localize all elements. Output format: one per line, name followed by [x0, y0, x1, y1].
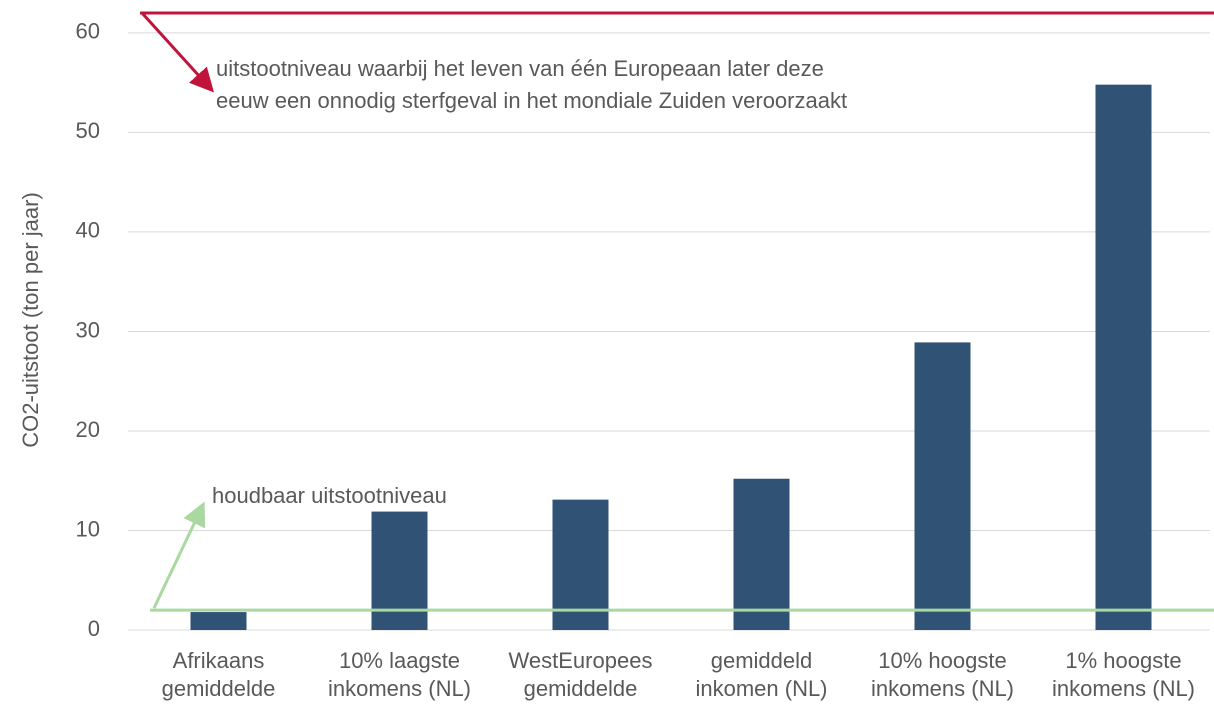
y-tick-label: 0	[88, 616, 100, 641]
annotation: uitstootniveau waarbij het leven van één…	[216, 56, 847, 113]
bar	[733, 478, 790, 630]
x-tick-label: 1% hoogste inkomens (NL)	[1052, 648, 1195, 701]
bar	[190, 612, 247, 630]
y-tick-label: 50	[76, 118, 100, 143]
x-tick-label: Afrikaans gemiddelde	[162, 648, 276, 701]
y-tick-label: 20	[76, 417, 100, 442]
x-tick-label: 10% laagste inkomens (NL)	[328, 648, 471, 701]
x-tick-label: gemiddeld inkomen (NL)	[695, 648, 827, 701]
annotation-arrow	[140, 11, 215, 93]
bar	[1095, 84, 1152, 630]
y-tick-label: 40	[76, 218, 100, 243]
annotation: houdbaar uitstootniveau	[212, 483, 447, 508]
bar	[914, 342, 971, 630]
y-tick-label: 30	[76, 317, 100, 342]
y-axis-label: CO2-uitstoot (ton per jaar)	[18, 192, 43, 448]
bar	[552, 499, 609, 630]
bar	[371, 511, 428, 630]
y-tick-label: 10	[76, 516, 100, 541]
annotation-arrow	[152, 501, 206, 609]
x-tick-label: WestEuropees gemiddelde	[509, 648, 653, 701]
y-tick-label: 60	[76, 19, 100, 44]
x-tick-label: 10% hoogste inkomens (NL)	[871, 648, 1014, 701]
